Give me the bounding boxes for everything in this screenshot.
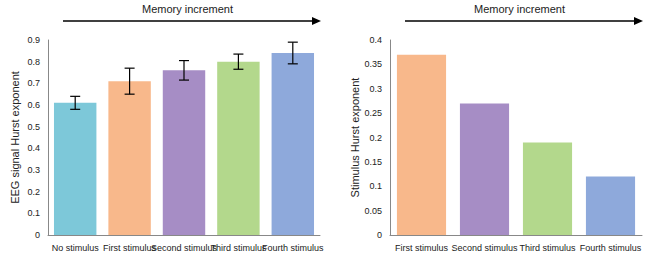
- svg-text:0.7: 0.7: [27, 78, 40, 88]
- svg-text:0.2: 0.2: [369, 133, 382, 143]
- svg-text:Memory increment: Memory increment: [142, 3, 233, 15]
- svg-text:0.4: 0.4: [369, 35, 382, 45]
- svg-text:First stimulus: First stimulus: [395, 243, 449, 253]
- svg-text:Second stimulus: Second stimulus: [151, 243, 218, 253]
- svg-text:0.1: 0.1: [27, 208, 40, 218]
- svg-text:Third stimulus: Third stimulus: [210, 243, 267, 253]
- svg-text:0: 0: [35, 230, 40, 240]
- svg-text:0.35: 0.35: [364, 59, 382, 69]
- svg-text:First stimulus: First stimulus: [103, 243, 157, 253]
- svg-text:0.5: 0.5: [27, 122, 40, 132]
- svg-text:0.1: 0.1: [369, 181, 382, 191]
- svg-text:0.15: 0.15: [364, 157, 382, 167]
- svg-text:Third stimulus: Third stimulus: [519, 243, 576, 253]
- svg-text:No stimulus: No stimulus: [52, 243, 100, 253]
- svg-text:0.3: 0.3: [27, 165, 40, 175]
- svg-text:Stimulus Hurst exponent: Stimulus Hurst exponent: [349, 78, 361, 198]
- svg-text:Second stimulus: Second stimulus: [451, 243, 518, 253]
- svg-text:0.6: 0.6: [27, 100, 40, 110]
- svg-text:0.05: 0.05: [364, 206, 382, 216]
- svg-text:0.25: 0.25: [364, 108, 382, 118]
- svg-text:0.2: 0.2: [27, 187, 40, 197]
- svg-text:0.3: 0.3: [369, 84, 382, 94]
- svg-text:Fourth stimulus: Fourth stimulus: [262, 243, 324, 253]
- svg-text:EEG signal Hurst exponent: EEG signal Hurst exponent: [9, 71, 21, 204]
- svg-text:0.8: 0.8: [27, 57, 40, 67]
- svg-text:0.4: 0.4: [27, 143, 40, 153]
- svg-text:Fourth stimulus: Fourth stimulus: [580, 243, 642, 253]
- svg-text:0: 0: [377, 230, 382, 240]
- svg-text:0.9: 0.9: [27, 35, 40, 45]
- svg-text:Memory increment: Memory increment: [474, 3, 565, 15]
